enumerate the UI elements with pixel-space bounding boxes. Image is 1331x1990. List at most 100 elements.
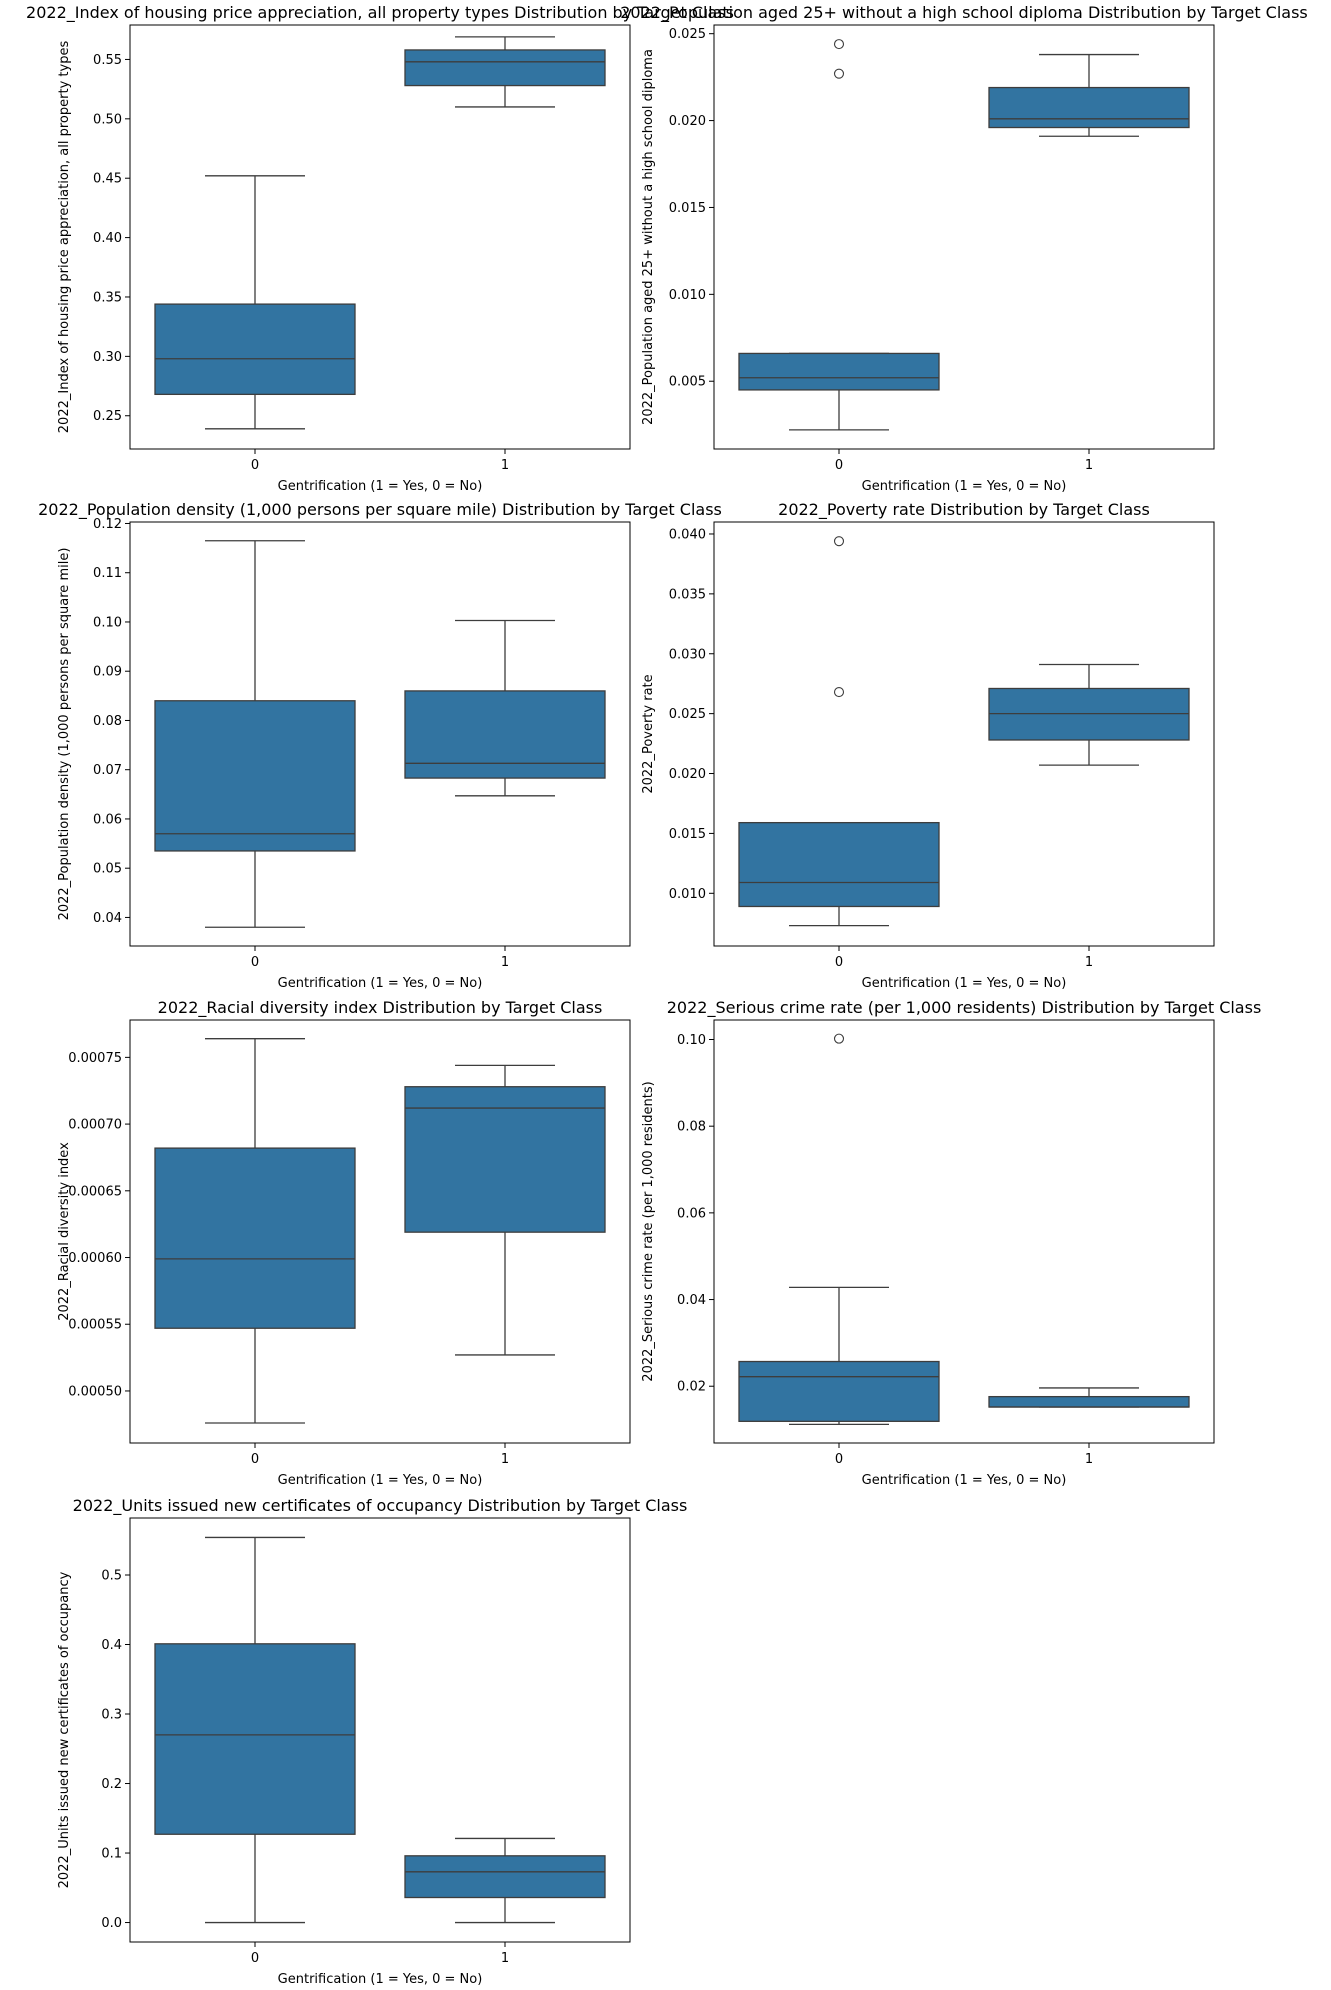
y-tick-label: 0.0 <box>101 1916 122 1931</box>
y-axis-label: 2022_Units issued new certificates of oc… <box>57 1571 72 1888</box>
box-iqr <box>404 1086 606 1233</box>
y-tick-label: 0.04 <box>677 1293 706 1308</box>
y-tick-label: 0.55 <box>93 53 122 68</box>
x-tick-label: 0 <box>835 458 843 473</box>
x-tick-label: 0 <box>251 955 259 970</box>
chart-panel-1: 0.25 0.30 0.35 0.40 0.45 0.50 0.55 0 1 Gentrifica… <box>26 3 734 494</box>
y-tick-label: 0.10 <box>93 615 122 630</box>
box-iqr <box>404 1855 606 1899</box>
axes-frame <box>129 1517 631 1943</box>
x-tick-label: 1 <box>501 458 509 473</box>
chart-title: 2022_Units issued new certificates of oc… <box>73 1496 688 1516</box>
box-category-0 <box>738 1033 940 1426</box>
x-tick-label: 0 <box>835 1452 843 1467</box>
y-tick-label: 0.00050 <box>68 1384 122 1399</box>
box-category-1 <box>404 1064 606 1356</box>
box-category-1 <box>988 53 1190 137</box>
chart-panel-4: 0.010 0.015 0.020 0.025 0.030 0.035 0.040 0 1 Gen… <box>641 500 1215 991</box>
y-tick-label: 0.10 <box>677 1033 706 1048</box>
x-tick-label: 1 <box>501 1951 509 1966</box>
y-tick-label: 0.30 <box>93 350 122 365</box>
chart-panel-7: 0.0 0.1 0.2 0.3 0.4 0.5 0 1 Gentrification (1 = … <box>57 1496 687 1987</box>
x-tick-label: 1 <box>501 1452 509 1467</box>
chart-panel-3: 0.04 0.05 0.06 0.07 0.08 0.09 0.10 0.11 0.12 0 1 Ge… <box>38 500 722 991</box>
y-axis-label: 2022_Population density (1,000 persons p… <box>57 548 72 921</box>
y-tick-label: 0.25 <box>93 409 122 424</box>
y-tick-label: 0.35 <box>93 290 122 305</box>
y-axis-label: 2022_Racial diversity index <box>57 1142 72 1321</box>
x-tick-label: 0 <box>251 458 259 473</box>
y-tick-label: 0.07 <box>93 763 122 778</box>
y-tick-label: 0.025 <box>669 707 706 722</box>
outlier-point <box>833 536 845 547</box>
box-category-0 <box>738 39 940 431</box>
x-axis-label: Gentrification (1 = Yes, 0 = No) <box>862 479 1067 494</box>
y-tick-label: 0.020 <box>669 114 706 129</box>
y-tick-label: 0.015 <box>669 201 706 216</box>
x-axis-label: Gentrification (1 = Yes, 0 = No) <box>278 1972 483 1987</box>
outlier-point <box>833 687 845 698</box>
x-tick-label: 0 <box>251 1951 259 1966</box>
outlier-point <box>833 39 845 50</box>
box-category-1 <box>988 1387 1190 1408</box>
y-tick-label: 0.08 <box>93 714 122 729</box>
y-axis-label: 2022_Index of housing price appreciation… <box>57 41 72 434</box>
axes-frame <box>129 24 631 450</box>
box-iqr <box>404 49 606 87</box>
y-tick-label: 0.030 <box>669 647 706 662</box>
x-tick-label: 1 <box>1085 955 1093 970</box>
x-tick-label: 1 <box>1085 458 1093 473</box>
y-tick-label: 0.40 <box>93 231 122 246</box>
box-iqr <box>154 1643 356 1835</box>
x-axis-label: Gentrification (1 = Yes, 0 = No) <box>278 479 483 494</box>
box-category-1 <box>988 663 1190 766</box>
chart-title: 2022_Poverty rate Distribution by Target… <box>778 500 1150 520</box>
x-axis-label: Gentrification (1 = Yes, 0 = No) <box>278 1473 483 1488</box>
y-tick-label: 0.025 <box>669 27 706 42</box>
y-tick-label: 0.09 <box>93 665 122 680</box>
axes-frame <box>129 1019 631 1444</box>
y-axis-label: 2022_Population aged 25+ without a high … <box>641 49 656 425</box>
box-category-0 <box>738 536 940 927</box>
box-category-0 <box>154 1536 356 1924</box>
chart-title: 2022_Population aged 25+ without a high … <box>620 3 1308 23</box>
box-iqr <box>404 690 606 779</box>
y-tick-label: 0.010 <box>669 288 706 303</box>
y-tick-label: 0.3 <box>101 1708 122 1723</box>
y-tick-label: 0.020 <box>669 767 706 782</box>
y-tick-label: 0.005 <box>669 375 706 390</box>
y-tick-label: 0.00070 <box>68 1118 122 1133</box>
y-tick-label: 0.2 <box>101 1777 122 1792</box>
outlier-point <box>833 68 845 79</box>
y-tick-label: 0.06 <box>677 1206 706 1221</box>
axes-frame <box>713 521 1215 947</box>
x-tick-label: 0 <box>251 1452 259 1467</box>
box-iqr <box>738 821 940 908</box>
y-tick-label: 0.00060 <box>68 1251 122 1266</box>
y-tick-label: 0.50 <box>93 112 122 127</box>
y-tick-label: 0.12 <box>93 517 122 532</box>
box-category-0 <box>154 175 356 430</box>
chart-title: 2022_Serious crime rate (per 1,000 resid… <box>667 998 1262 1018</box>
box-iqr <box>988 86 1190 129</box>
y-tick-label: 0.035 <box>669 587 706 602</box>
outlier-point <box>833 1033 845 1044</box>
axes-frame <box>713 24 1215 450</box>
x-tick-label: 1 <box>501 955 509 970</box>
y-tick-label: 0.05 <box>93 862 122 877</box>
y-tick-label: 0.45 <box>93 172 122 187</box>
box-category-1 <box>404 1837 606 1924</box>
x-axis-label: Gentrification (1 = Yes, 0 = No) <box>862 1473 1067 1488</box>
x-tick-label: 0 <box>835 955 843 970</box>
x-axis-label: Gentrification (1 = Yes, 0 = No) <box>278 976 483 991</box>
y-tick-label: 0.1 <box>101 1847 122 1862</box>
y-tick-label: 0.015 <box>669 827 706 842</box>
box-iqr <box>988 1395 1190 1408</box>
box-iqr <box>154 700 356 852</box>
box-category-1 <box>404 36 606 108</box>
chart-title: 2022_Index of housing price appreciation… <box>26 3 734 23</box>
box-iqr <box>738 1360 940 1422</box>
box-iqr <box>738 352 940 391</box>
y-tick-label: 0.00065 <box>68 1184 122 1199</box>
